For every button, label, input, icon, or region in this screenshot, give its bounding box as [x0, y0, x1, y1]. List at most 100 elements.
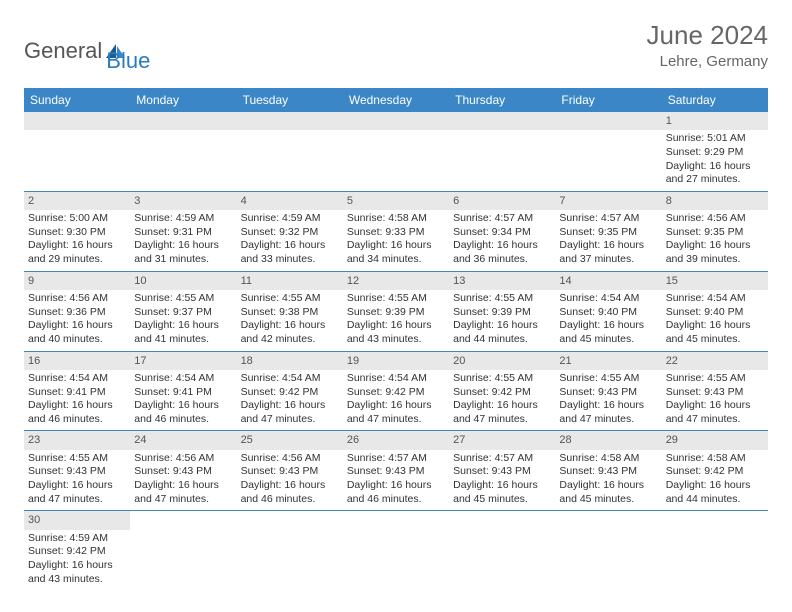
calendar-cell: 26Sunrise: 4:57 AMSunset: 9:43 PMDayligh…: [343, 431, 449, 510]
sunrise-line: Sunrise: 5:00 AM: [28, 212, 126, 226]
calendar-row: 23Sunrise: 4:55 AMSunset: 9:43 PMDayligh…: [24, 431, 768, 511]
daylight-line-2: and 31 minutes.: [134, 253, 232, 267]
calendar-cell: [449, 112, 555, 191]
sunset-line: Sunset: 9:36 PM: [28, 306, 126, 320]
day-details: Sunrise: 4:54 AMSunset: 9:42 PMDaylight:…: [343, 370, 449, 431]
day-details: Sunrise: 4:54 AMSunset: 9:41 PMDaylight:…: [130, 370, 236, 431]
weekday-header: Tuesday: [237, 88, 343, 112]
weekday-header: Saturday: [662, 88, 768, 112]
daylight-line-1: Daylight: 16 hours: [28, 559, 126, 573]
daylight-line-2: and 29 minutes.: [28, 253, 126, 267]
weekday-header: Sunday: [24, 88, 130, 112]
sunrise-line: Sunrise: 4:56 AM: [28, 292, 126, 306]
calendar-cell: 12Sunrise: 4:55 AMSunset: 9:39 PMDayligh…: [343, 272, 449, 351]
header-right: June 2024 Lehre, Germany: [647, 20, 768, 70]
calendar-row: 16Sunrise: 4:54 AMSunset: 9:41 PMDayligh…: [24, 352, 768, 432]
logo: General Blue: [24, 20, 150, 74]
sunset-line: Sunset: 9:42 PM: [347, 386, 445, 400]
calendar-cell: 20Sunrise: 4:55 AMSunset: 9:42 PMDayligh…: [449, 352, 555, 431]
sunrise-line: Sunrise: 4:58 AM: [347, 212, 445, 226]
day-details: Sunrise: 4:56 AMSunset: 9:43 PMDaylight:…: [130, 450, 236, 511]
sunrise-line: Sunrise: 4:57 AM: [453, 452, 551, 466]
sunrise-line: Sunrise: 4:54 AM: [666, 292, 764, 306]
daylight-line-1: Daylight: 16 hours: [559, 239, 657, 253]
day-number: 15: [662, 272, 768, 290]
day-number: 23: [24, 431, 130, 449]
daylight-line-2: and 47 minutes.: [28, 493, 126, 507]
daylight-line-1: Daylight: 16 hours: [453, 319, 551, 333]
day-details: Sunrise: 4:58 AMSunset: 9:33 PMDaylight:…: [343, 210, 449, 271]
location-text: Lehre, Germany: [647, 53, 768, 70]
sunset-line: Sunset: 9:31 PM: [134, 226, 232, 240]
day-details: Sunrise: 4:54 AMSunset: 9:40 PMDaylight:…: [555, 290, 661, 351]
calendar-row: 9Sunrise: 4:56 AMSunset: 9:36 PMDaylight…: [24, 272, 768, 352]
sunset-line: Sunset: 9:30 PM: [28, 226, 126, 240]
sunrise-line: Sunrise: 4:58 AM: [666, 452, 764, 466]
sunrise-line: Sunrise: 4:56 AM: [241, 452, 339, 466]
sunset-line: Sunset: 9:39 PM: [453, 306, 551, 320]
daylight-line-1: Daylight: 16 hours: [241, 319, 339, 333]
daylight-line-2: and 46 minutes.: [28, 413, 126, 427]
daylight-line-2: and 44 minutes.: [453, 333, 551, 347]
day-number: 22: [662, 352, 768, 370]
day-number: 11: [237, 272, 343, 290]
daylight-line-1: Daylight: 16 hours: [28, 319, 126, 333]
daylight-line-2: and 47 minutes.: [666, 413, 764, 427]
day-details: Sunrise: 5:01 AMSunset: 9:29 PMDaylight:…: [662, 130, 768, 191]
daylight-line-1: Daylight: 16 hours: [666, 479, 764, 493]
sunrise-line: Sunrise: 4:54 AM: [241, 372, 339, 386]
day-number: 16: [24, 352, 130, 370]
calendar-cell: 2Sunrise: 5:00 AMSunset: 9:30 PMDaylight…: [24, 192, 130, 271]
sunrise-line: Sunrise: 4:55 AM: [134, 292, 232, 306]
day-details: Sunrise: 4:55 AMSunset: 9:43 PMDaylight:…: [555, 370, 661, 431]
daylight-line-2: and 46 minutes.: [134, 413, 232, 427]
sunset-line: Sunset: 9:41 PM: [28, 386, 126, 400]
calendar-cell: 9 Sunrise: 4:56 AMSunset: 9:36 PMDaylight…: [24, 272, 130, 351]
calendar-cell: 22Sunrise: 4:55 AMSunset: 9:43 PMDayligh…: [662, 352, 768, 431]
calendar-cell: 17Sunrise: 4:54 AMSunset: 9:41 PMDayligh…: [130, 352, 236, 431]
weekday-header: Thursday: [449, 88, 555, 112]
calendar-cell: 21Sunrise: 4:55 AMSunset: 9:43 PMDayligh…: [555, 352, 661, 431]
sunset-line: Sunset: 9:42 PM: [28, 545, 126, 559]
month-title: June 2024: [647, 20, 768, 51]
day-number: 9: [24, 272, 130, 290]
calendar-cell: 23Sunrise: 4:55 AMSunset: 9:43 PMDayligh…: [24, 431, 130, 510]
sunrise-line: Sunrise: 4:54 AM: [28, 372, 126, 386]
sunset-line: Sunset: 9:39 PM: [347, 306, 445, 320]
calendar-cell: [662, 511, 768, 590]
sunset-line: Sunset: 9:38 PM: [241, 306, 339, 320]
calendar-cell: [555, 511, 661, 590]
sunset-line: Sunset: 9:42 PM: [666, 465, 764, 479]
calendar-cell: 4Sunrise: 4:59 AMSunset: 9:32 PMDaylight…: [237, 192, 343, 271]
daylight-line-2: and 39 minutes.: [666, 253, 764, 267]
day-details: Sunrise: 4:55 AMSunset: 9:42 PMDaylight:…: [449, 370, 555, 431]
daylight-line-1: Daylight: 16 hours: [559, 319, 657, 333]
daylight-line-2: and 40 minutes.: [28, 333, 126, 347]
calendar-cell: 19Sunrise: 4:54 AMSunset: 9:42 PMDayligh…: [343, 352, 449, 431]
daylight-line-1: Daylight: 16 hours: [347, 239, 445, 253]
weekday-header: Monday: [130, 88, 236, 112]
day-details: Sunrise: 4:58 AMSunset: 9:43 PMDaylight:…: [555, 450, 661, 511]
day-details: Sunrise: 4:58 AMSunset: 9:42 PMDaylight:…: [662, 450, 768, 511]
calendar-cell: 14Sunrise: 4:54 AMSunset: 9:40 PMDayligh…: [555, 272, 661, 351]
sunset-line: Sunset: 9:40 PM: [666, 306, 764, 320]
calendar-cell: [237, 112, 343, 191]
daylight-line-2: and 46 minutes.: [347, 493, 445, 507]
sunset-line: Sunset: 9:29 PM: [666, 146, 764, 160]
calendar-cell: 7Sunrise: 4:57 AMSunset: 9:35 PMDaylight…: [555, 192, 661, 271]
calendar-cell: 3Sunrise: 4:59 AMSunset: 9:31 PMDaylight…: [130, 192, 236, 271]
calendar-header-row: SundayMondayTuesdayWednesdayThursdayFrid…: [24, 88, 768, 112]
daylight-line-2: and 43 minutes.: [347, 333, 445, 347]
day-details: Sunrise: 4:54 AMSunset: 9:40 PMDaylight:…: [662, 290, 768, 351]
calendar-cell: 5Sunrise: 4:58 AMSunset: 9:33 PMDaylight…: [343, 192, 449, 271]
calendar-row: 30Sunrise: 4:59 AMSunset: 9:42 PMDayligh…: [24, 511, 768, 590]
calendar-cell: [343, 511, 449, 590]
day-number: 29: [662, 431, 768, 449]
daylight-line-2: and 45 minutes.: [559, 493, 657, 507]
calendar-row: 1Sunrise: 5:01 AMSunset: 9:29 PMDaylight…: [24, 112, 768, 192]
daylight-line-1: Daylight: 16 hours: [666, 239, 764, 253]
day-number: 18: [237, 352, 343, 370]
sunset-line: Sunset: 9:33 PM: [347, 226, 445, 240]
day-number: 28: [555, 431, 661, 449]
daylight-line-1: Daylight: 16 hours: [453, 399, 551, 413]
